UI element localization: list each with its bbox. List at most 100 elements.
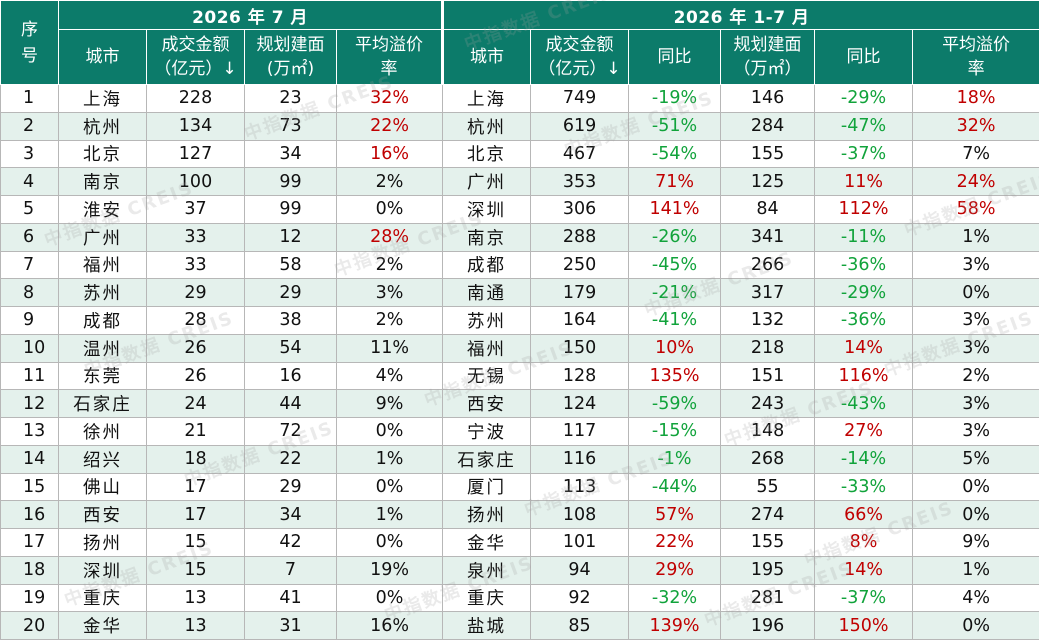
ytd-amount-yoy-cell: -51%	[629, 112, 721, 140]
ytd-premium-cell: 3%	[913, 251, 1039, 279]
month-city-cell: 徐州	[59, 418, 147, 446]
ytd-city-cell: 金华	[443, 529, 531, 557]
ytd-premium-cell: 3%	[913, 307, 1039, 335]
ytd-amount-cell: 124	[531, 390, 629, 418]
ytd-premium-cell: 0%	[913, 279, 1039, 307]
ytd-city-cell: 南通	[443, 279, 531, 307]
month-premium-cell: 2%	[337, 168, 443, 196]
ytd-area-yoy-cell: -47%	[815, 112, 913, 140]
month-city-cell: 扬州	[59, 529, 147, 557]
month-amount-cell: 100	[147, 168, 245, 196]
month-amount-cell: 17	[147, 473, 245, 501]
ytd-city-cell: 泉州	[443, 556, 531, 584]
ytd-amount-yoy-cell: -32%	[629, 584, 721, 612]
ytd-amount-yoy-cell: -41%	[629, 307, 721, 335]
month-premium-cell: 2%	[337, 251, 443, 279]
rank-cell: 6	[1, 223, 59, 251]
month-amount-cell: 18	[147, 445, 245, 473]
ytd-city-cell: 石家庄	[443, 445, 531, 473]
ytd-city-cell: 南京	[443, 223, 531, 251]
ytd-amount-cell: 250	[531, 251, 629, 279]
ytd-area-yoy-cell: 112%	[815, 196, 913, 224]
ytd-area-cell: 155	[721, 140, 815, 168]
header-premium-ytd-label: 平均溢价率	[940, 33, 1012, 81]
ytd-city-cell: 广州	[443, 168, 531, 196]
header-amount-month-label: 成交金额（亿元）↓	[152, 33, 240, 81]
ytd-premium-cell: 32%	[913, 112, 1039, 140]
ytd-premium-cell: 3%	[913, 334, 1039, 362]
ytd-city-cell: 厦门	[443, 473, 531, 501]
rank-cell: 11	[1, 362, 59, 390]
month-amount-cell: 13	[147, 612, 245, 640]
month-area-cell: 44	[245, 390, 337, 418]
header-city-ytd: 城市	[443, 30, 531, 85]
ytd-city-cell: 宁波	[443, 418, 531, 446]
header-premium-month: 平均溢价率	[337, 30, 443, 85]
ytd-amount-yoy-cell: -44%	[629, 473, 721, 501]
ytd-amount-yoy-cell: 29%	[629, 556, 721, 584]
rank-cell: 1	[1, 85, 59, 113]
ytd-amount-cell: 164	[531, 307, 629, 335]
month-premium-cell: 16%	[337, 612, 443, 640]
rank-cell: 16	[1, 501, 59, 529]
ytd-area-yoy-cell: 150%	[815, 612, 913, 640]
ytd-premium-cell: 0%	[913, 501, 1039, 529]
month-premium-cell: 19%	[337, 556, 443, 584]
month-amount-cell: 13	[147, 584, 245, 612]
ytd-area-cell: 146	[721, 85, 815, 113]
month-amount-cell: 29	[147, 279, 245, 307]
ytd-area-cell: 268	[721, 445, 815, 473]
ytd-amount-yoy-cell: -45%	[629, 251, 721, 279]
header-premium-ytd: 平均溢价率	[913, 30, 1039, 85]
ytd-area-yoy-cell: 66%	[815, 501, 913, 529]
header-group-ytd: 2026 年 1-7 月	[443, 1, 1039, 30]
ytd-premium-cell: 0%	[913, 612, 1039, 640]
ytd-area-cell: 84	[721, 196, 815, 224]
rank-cell: 8	[1, 279, 59, 307]
ytd-amount-yoy-cell: -15%	[629, 418, 721, 446]
month-area-cell: 99	[245, 168, 337, 196]
month-amount-cell: 33	[147, 251, 245, 279]
table-header: 序号 2026 年 7 月 2026 年 1-7 月 城市 成交金额（亿元）↓ …	[1, 1, 1039, 85]
month-city-cell: 淮安	[59, 196, 147, 224]
month-area-cell: 34	[245, 140, 337, 168]
ytd-area-yoy-cell: 27%	[815, 418, 913, 446]
header-amount-ytd-label: 成交金额（亿元）↓	[536, 33, 624, 81]
month-amount-cell: 15	[147, 529, 245, 557]
rank-cell: 3	[1, 140, 59, 168]
ytd-amount-cell: 116	[531, 445, 629, 473]
ytd-amount-cell: 749	[531, 85, 629, 113]
month-city-cell: 温州	[59, 334, 147, 362]
header-amount-ytd: 成交金额（亿元）↓	[531, 30, 629, 85]
month-city-cell: 苏州	[59, 279, 147, 307]
month-premium-cell: 0%	[337, 529, 443, 557]
ytd-amount-yoy-cell: -54%	[629, 140, 721, 168]
month-city-cell: 绍兴	[59, 445, 147, 473]
month-city-cell: 佛山	[59, 473, 147, 501]
ytd-area-cell: 196	[721, 612, 815, 640]
ytd-area-cell: 218	[721, 334, 815, 362]
ytd-amount-cell: 150	[531, 334, 629, 362]
rank-cell: 2	[1, 112, 59, 140]
month-area-cell: 54	[245, 334, 337, 362]
month-premium-cell: 16%	[337, 140, 443, 168]
month-area-cell: 38	[245, 307, 337, 335]
header-seq: 序号	[1, 1, 59, 85]
ytd-city-cell: 杭州	[443, 112, 531, 140]
month-premium-cell: 0%	[337, 196, 443, 224]
ytd-area-yoy-cell: -43%	[815, 390, 913, 418]
month-area-cell: 58	[245, 251, 337, 279]
rank-cell: 14	[1, 445, 59, 473]
header-group-month: 2026 年 7 月	[59, 1, 443, 30]
header-city-month: 城市	[59, 30, 147, 85]
